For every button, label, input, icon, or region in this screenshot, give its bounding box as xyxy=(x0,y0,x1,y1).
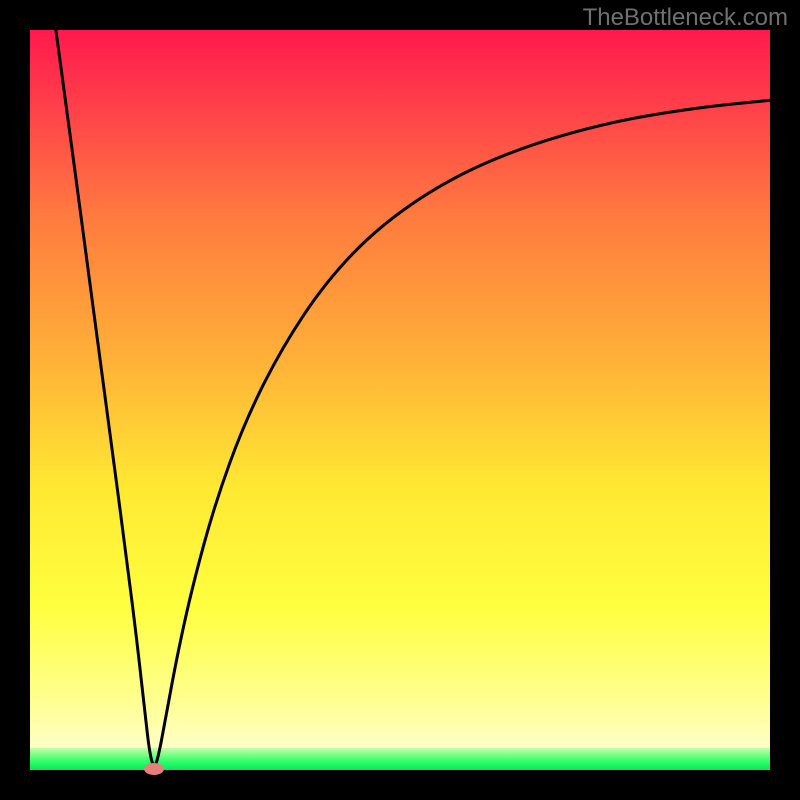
optimal-point-marker xyxy=(144,763,164,775)
bottleneck-curve xyxy=(56,30,770,765)
bottleneck-curve-svg xyxy=(30,30,770,770)
watermark-text: TheBottleneck.com xyxy=(583,4,788,32)
figure-root: TheBottleneck.com xyxy=(0,0,800,800)
plot-area xyxy=(30,30,770,770)
